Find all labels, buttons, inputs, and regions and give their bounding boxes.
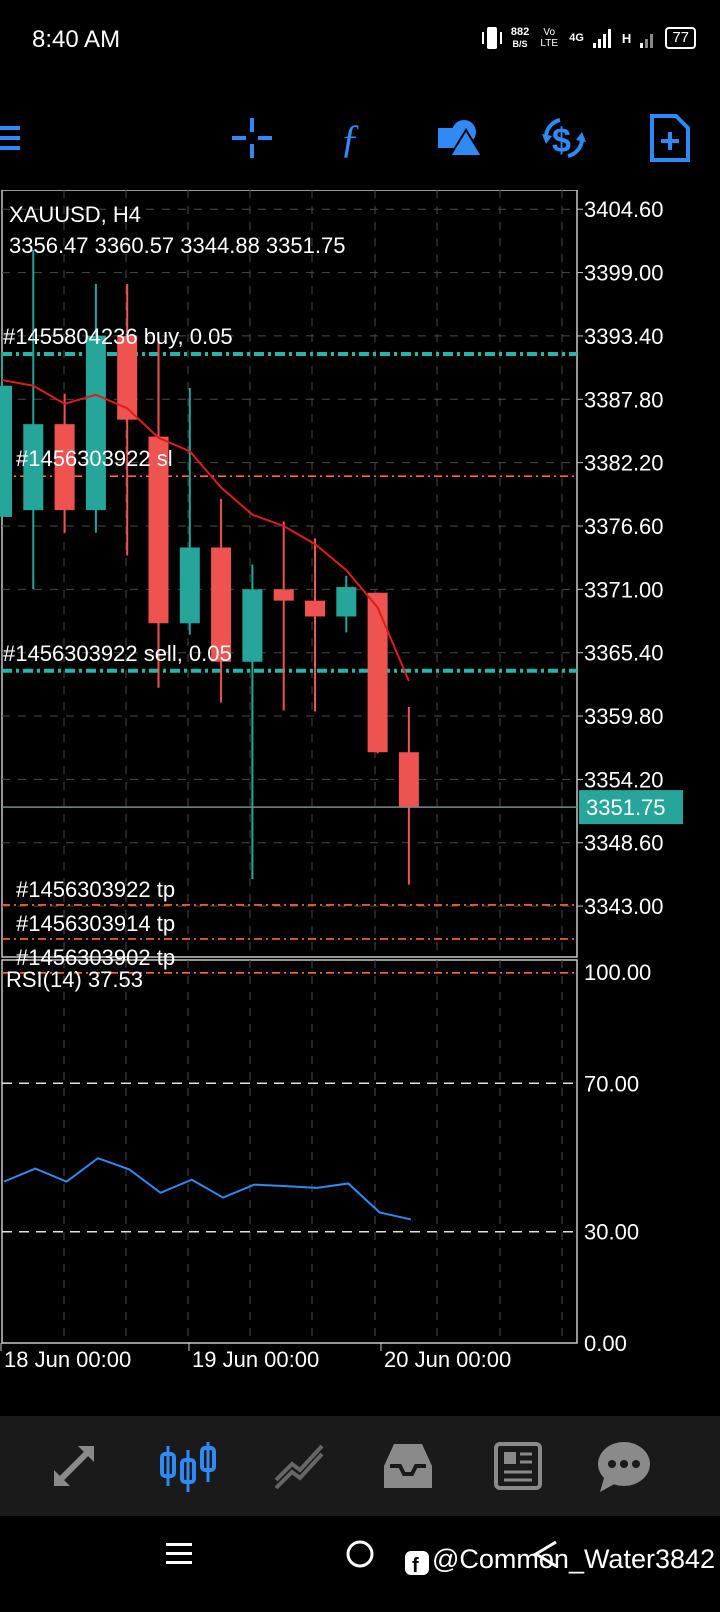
candle-body [117, 335, 138, 420]
recents-icon[interactable] [164, 1538, 194, 1568]
y-tick-label: 3382.20 [584, 451, 664, 476]
chart-toolbar: ƒ $ [0, 100, 720, 176]
moving-average-line [1, 379, 410, 682]
battery-indicator: 77 [665, 27, 696, 49]
trade-icon[interactable] [270, 1436, 330, 1496]
vibrate-icon [481, 27, 502, 49]
chat-icon[interactable] [594, 1436, 654, 1496]
x-tick-label: 18 Jun 00:00 [4, 1347, 131, 1372]
order-label: #1456303914 tp [16, 911, 175, 936]
svg-text:$: $ [552, 122, 571, 160]
x-tick-label: 19 Jun 00:00 [192, 1347, 319, 1372]
candle-body [85, 335, 106, 511]
candle-body [336, 587, 357, 617]
y-tick-label: 3371.00 [584, 577, 664, 602]
current-price-label: 3351.75 [586, 795, 666, 820]
status-indicators: 882 B/S Vo LTE 4G H 77 [481, 24, 696, 52]
system-navigation: f @Common_Water3842 [0, 1516, 720, 1612]
symbol-title: XAUUSD, H4 [9, 202, 141, 227]
candle-body [23, 424, 44, 511]
y-tick-label: 3376.60 [584, 514, 664, 539]
order-label: #1456303922 tp [16, 877, 175, 902]
order-label: #1456303902 tp [16, 945, 175, 970]
candle-body [211, 547, 232, 662]
svg-text:f: f [412, 1555, 419, 1576]
y-tick-label: 3399.00 [584, 261, 664, 286]
signal-icon [592, 29, 611, 48]
shapes-icon[interactable] [436, 114, 484, 162]
quotes-icon[interactable] [44, 1436, 104, 1496]
rsi-tick-label: 30.00 [584, 1220, 639, 1245]
rsi-label: RSI(14) 37.53 [6, 967, 143, 992]
y-tick-label: 3343.00 [584, 894, 664, 919]
status-time: 8:40 AM [32, 26, 121, 53]
candle-body [148, 436, 169, 624]
candle-body [273, 589, 294, 601]
menu-icon[interactable] [0, 114, 48, 162]
rsi-tick-label: 100.00 [584, 960, 651, 985]
network-h-label: H [621, 30, 632, 46]
rsi-pane-frame [1, 959, 578, 1344]
chart-area[interactable]: 3404.60 3399.00 3393.40 3387.80 3382.20 3376.… [0, 190, 720, 1380]
net-speed-unit: B/S [512, 39, 528, 49]
main-pane-frame [1, 190, 578, 958]
rsi-tick-label: 0.00 [584, 1331, 627, 1356]
candle-body [367, 592, 388, 753]
new-document-icon[interactable] [646, 114, 694, 162]
home-icon[interactable] [344, 1538, 376, 1570]
order-label: #1455804236 buy, 0.05 [3, 324, 233, 349]
rsi-line [3, 1157, 412, 1221]
crosshair-icon[interactable] [228, 114, 276, 162]
svg-text:ƒ: ƒ [340, 116, 360, 161]
y-tick-label: 3404.60 [584, 197, 664, 222]
signal-2-icon [640, 34, 654, 48]
price-chart[interactable]: 3404.60 3399.00 3393.40 3387.80 3382.20 3376.… [0, 190, 720, 1380]
y-tick-label: 3359.80 [584, 704, 664, 729]
volte-label: Vo LTE [540, 27, 559, 49]
y-tick-label: 3365.40 [584, 641, 664, 666]
function-icon[interactable]: ƒ [330, 114, 378, 162]
rsi-tick-label: 70.00 [584, 1071, 639, 1096]
y-tick-label: 3387.80 [584, 387, 664, 412]
candle-body [398, 752, 419, 808]
candle-body [0, 385, 12, 517]
status-bar: 8:40 AM 882 B/S Vo LTE 4G H 77 [0, 0, 720, 80]
back-icon[interactable] [530, 1538, 562, 1570]
order-label: #1456303922 sl [16, 446, 173, 471]
network-label: 4G [569, 32, 584, 44]
bottom-navigation [0, 1416, 720, 1516]
net-speed: 882 B/S [511, 26, 529, 50]
news-icon[interactable] [488, 1436, 548, 1496]
facebook-logo-icon: f [405, 1551, 429, 1576]
x-tick-label: 20 Jun 00:00 [384, 1347, 511, 1372]
history-icon[interactable] [378, 1436, 438, 1496]
current-price-tag [579, 790, 683, 825]
y-tick-label: 3348.60 [584, 831, 664, 856]
candle-body [54, 424, 75, 511]
ohlc-values: 3356.47 3360.57 3344.88 3351.75 [9, 233, 345, 258]
order-label: #1456303922 sell, 0.05 [3, 641, 232, 666]
y-tick-label: 3393.40 [584, 324, 664, 349]
dollar-exchange-icon[interactable]: $ [540, 114, 588, 162]
watermark-text: @Common_Water3842 [432, 1544, 716, 1574]
candle-body [305, 600, 325, 617]
y-tick-label: 3354.20 [584, 767, 664, 792]
candle-body [242, 589, 263, 662]
chart-icon[interactable] [158, 1436, 218, 1496]
candle-body [179, 547, 200, 624]
net-speed-value: 882 [510, 26, 530, 38]
